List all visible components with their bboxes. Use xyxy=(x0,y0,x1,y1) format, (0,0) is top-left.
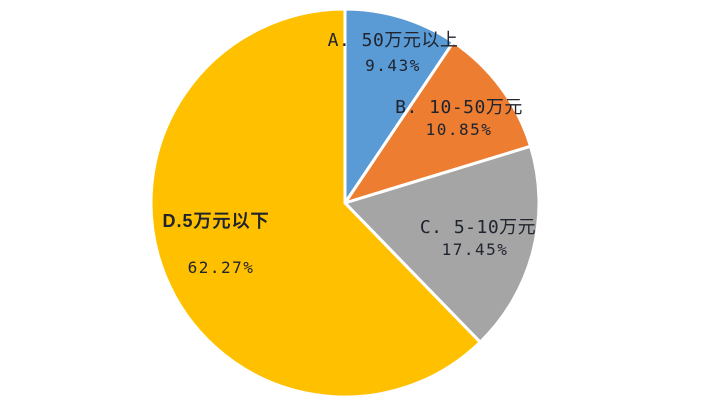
pie-slice-c[interactable] xyxy=(343,144,541,344)
pie-slice-d[interactable] xyxy=(149,7,482,399)
pie-slice-a[interactable] xyxy=(343,7,455,205)
pie-slice-b[interactable] xyxy=(343,40,533,205)
